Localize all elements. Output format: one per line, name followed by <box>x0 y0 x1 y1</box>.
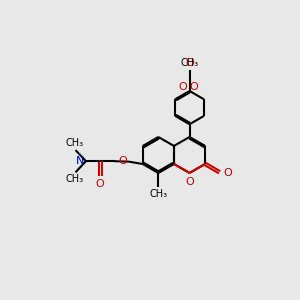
Text: CH₃: CH₃ <box>66 138 84 148</box>
Text: O: O <box>185 177 194 187</box>
Text: CH₃: CH₃ <box>66 174 84 184</box>
Text: CH₃: CH₃ <box>149 189 167 199</box>
Text: O: O <box>190 82 198 92</box>
Text: N: N <box>76 156 84 166</box>
Text: O: O <box>178 82 187 92</box>
Text: O: O <box>224 168 233 178</box>
Text: O: O <box>96 178 105 188</box>
Text: O: O <box>185 58 194 68</box>
Text: CH₃: CH₃ <box>181 58 199 68</box>
Text: O: O <box>118 156 127 166</box>
